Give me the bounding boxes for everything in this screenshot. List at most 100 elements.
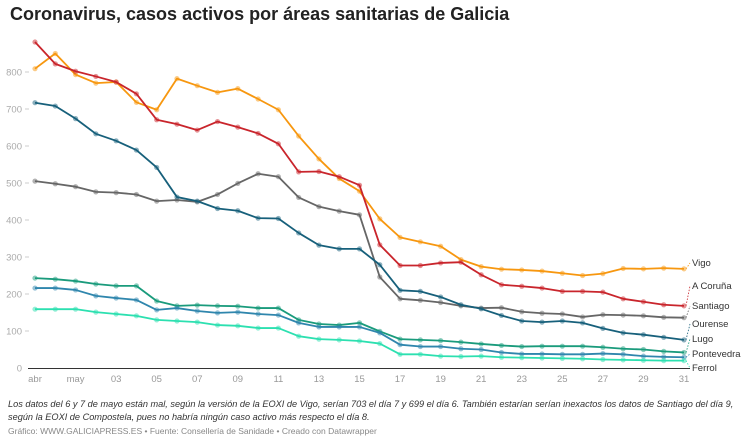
series-label: Pontevedra: [692, 349, 741, 360]
data-point: [498, 305, 505, 311]
label-leader-line: [685, 360, 691, 369]
data-point: [397, 234, 403, 240]
data-point: [620, 312, 626, 318]
data-point: [377, 330, 383, 336]
data-point: [539, 285, 545, 291]
data-point: [296, 169, 302, 175]
data-point: [438, 243, 444, 249]
data-point: [113, 295, 119, 301]
data-point: [194, 302, 200, 308]
data-point: [154, 307, 160, 313]
data-point: [356, 246, 363, 252]
data-point: [52, 276, 58, 282]
data-point: [72, 287, 79, 293]
data-point: [579, 351, 586, 357]
data-point: [681, 349, 687, 356]
data-point: [174, 76, 180, 82]
data-point: [377, 242, 383, 248]
data-point: [255, 171, 261, 177]
data-point: [32, 285, 38, 291]
x-tick-label: 13: [314, 374, 325, 385]
data-point: [397, 336, 403, 342]
data-point: [661, 314, 667, 320]
data-point: [255, 130, 261, 137]
data-point: [235, 180, 241, 186]
data-point: [498, 282, 505, 288]
data-point: [214, 191, 221, 198]
line-chart: 0 100 200 300 400 500 600 700 800 abr may 03 05 07 09 1…: [6, 39, 741, 385]
data-point: [194, 308, 200, 314]
data-point: [52, 306, 58, 312]
data-point: [194, 198, 200, 204]
data-point: [154, 317, 160, 323]
data-point: [214, 118, 221, 125]
data-point: [498, 312, 505, 319]
data-point: [255, 96, 261, 102]
data-point: [296, 133, 302, 139]
data-point: [438, 338, 444, 344]
data-point: [356, 338, 363, 344]
data-point: [377, 274, 383, 280]
data-point: [397, 351, 403, 357]
data-point: [154, 107, 160, 113]
series-line-a-coruña: [34, 41, 685, 307]
data-point: [133, 91, 140, 97]
data-point: [154, 198, 160, 204]
data-point: [600, 325, 606, 332]
data-point: [600, 356, 606, 363]
data-point: [600, 289, 606, 295]
data-point: [52, 50, 58, 57]
data-point: [356, 320, 363, 326]
data-point: [377, 262, 383, 268]
data-point: [296, 320, 302, 326]
data-point: [397, 296, 403, 302]
data-point: [600, 344, 606, 350]
data-point: [498, 349, 505, 356]
data-point: [600, 350, 606, 357]
data-point: [458, 339, 464, 345]
x-tick-label: 21: [476, 374, 487, 385]
data-point: [52, 285, 58, 291]
data-point: [458, 346, 464, 352]
data-point: [214, 322, 221, 328]
data-point: [620, 346, 626, 352]
x-tick-label: 09: [233, 374, 244, 385]
series-line-vigo: [34, 52, 685, 277]
data-point: [539, 351, 545, 357]
data-point: [296, 333, 302, 339]
data-point: [275, 312, 281, 318]
data-point: [417, 297, 423, 303]
data-point: [93, 189, 99, 195]
data-point: [478, 264, 484, 270]
data-point: [133, 283, 140, 289]
x-tick-label: 25: [557, 374, 568, 385]
data-point: [579, 356, 586, 362]
data-point: [255, 215, 261, 221]
data-point: [397, 287, 403, 293]
data-point: [681, 303, 687, 309]
data-point: [478, 272, 484, 278]
data-point: [559, 288, 565, 295]
data-point: [519, 267, 525, 273]
data-point: [559, 351, 565, 357]
data-point: [620, 330, 626, 336]
series-label: Santiago: [692, 301, 730, 312]
data-point: [255, 305, 261, 311]
data-point: [235, 208, 241, 214]
data-point: [336, 174, 342, 180]
data-point: [316, 242, 322, 248]
data-point: [478, 346, 484, 353]
data-point: [579, 272, 586, 279]
data-point: [296, 230, 302, 236]
series-label: Ferrol: [692, 363, 717, 374]
data-point: [93, 309, 99, 315]
x-tick-label: 03: [111, 374, 122, 385]
data-point: [498, 354, 505, 360]
y-tick-label: 200: [6, 290, 22, 301]
data-point: [579, 314, 586, 320]
data-point: [458, 259, 464, 265]
data-point: [498, 266, 505, 272]
data-point: [438, 260, 444, 266]
data-point: [661, 354, 667, 360]
data-point: [93, 80, 99, 86]
